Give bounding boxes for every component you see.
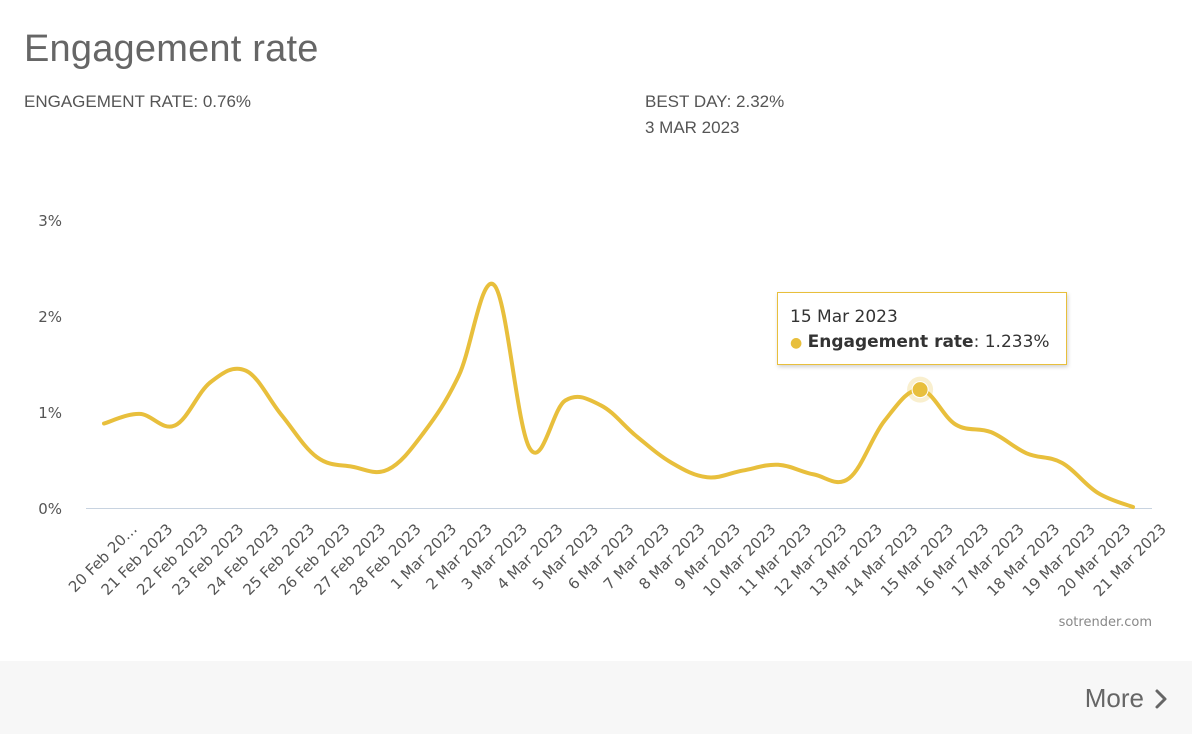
tooltip-value: : 1.233% — [973, 332, 1050, 352]
best-day-date: 3 MAR 2023 — [645, 118, 740, 137]
data-point[interactable] — [1022, 448, 1032, 458]
data-point[interactable] — [809, 469, 819, 479]
chart-credit: sotrender.com — [1058, 615, 1152, 630]
y-tick-label: 1% — [38, 404, 62, 422]
data-point[interactable] — [383, 465, 393, 475]
y-tick-label: 3% — [38, 212, 62, 230]
data-point[interactable] — [312, 452, 322, 462]
tooltip-series-row: ● Engagement rate: 1.233% — [790, 330, 1054, 356]
more-button[interactable]: More — [1085, 683, 1168, 714]
data-point[interactable] — [951, 419, 961, 429]
engagement-rate-label: ENGAGEMENT RATE: 0.76% — [24, 92, 252, 111]
data-point[interactable] — [99, 419, 109, 429]
chart-area[interactable]: 0% 1% 2% 3% 20 Feb 20… 21 Feb 2023 22 Feb 2023… — [0, 150, 1192, 650]
data-point[interactable] — [560, 395, 570, 405]
data-point[interactable] — [702, 472, 712, 482]
data-point[interactable] — [738, 466, 748, 476]
data-point[interactable] — [1057, 458, 1067, 468]
data-point[interactable] — [276, 410, 286, 420]
highlighted-data-point — [911, 381, 929, 399]
data-point[interactable] — [986, 427, 996, 437]
data-point[interactable] — [880, 416, 890, 426]
data-point[interactable] — [631, 431, 641, 441]
data-point[interactable] — [134, 409, 144, 419]
data-point[interactable] — [205, 377, 215, 387]
best-day-stat: BEST DAY: 2.32% 3 MAR 2023 — [645, 89, 784, 141]
engagement-rate-stat: ENGAGEMENT RATE: 0.76% — [24, 89, 251, 115]
data-point[interactable] — [1093, 488, 1103, 498]
best-day-label: BEST DAY: 2.32% — [645, 92, 785, 111]
data-point[interactable] — [454, 371, 464, 381]
data-point[interactable] — [1128, 502, 1138, 512]
data-point[interactable] — [241, 366, 251, 376]
series-dot-icon: ● — [790, 335, 803, 351]
footer-bar: More — [0, 661, 1192, 734]
y-tick-label: 0% — [38, 500, 62, 518]
more-button-label: More — [1084, 683, 1144, 713]
series-line — [102, 281, 1135, 510]
chart-tooltip: 15 Mar 2023 ● Engagement rate: 1.233% — [777, 292, 1067, 365]
data-point[interactable] — [170, 420, 180, 430]
page-title: Engagement rate — [24, 28, 319, 70]
data-point[interactable] — [489, 280, 499, 290]
data-point[interactable] — [525, 443, 535, 453]
data-point[interactable] — [667, 458, 677, 468]
data-point[interactable] — [844, 473, 854, 483]
y-tick-label: 2% — [38, 308, 62, 326]
tooltip-series-name: Engagement rate — [807, 332, 974, 352]
data-point[interactable] — [418, 428, 428, 438]
tooltip-date: 15 Mar 2023 — [790, 307, 898, 327]
chevron-right-icon — [1154, 688, 1168, 710]
data-point[interactable] — [596, 400, 606, 410]
data-point[interactable] — [347, 462, 357, 472]
data-point[interactable] — [773, 460, 783, 470]
